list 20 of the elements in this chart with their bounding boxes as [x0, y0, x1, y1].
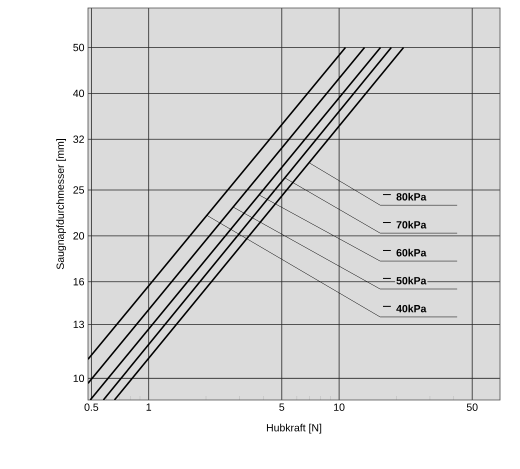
y-tick-label: 20: [73, 232, 84, 240]
annotation: 40kPa: [396, 304, 426, 312]
y-tick-label: 50: [73, 44, 84, 52]
x-tick-label: 50: [466, 404, 478, 411]
y-tick-label: 32: [73, 136, 84, 143]
annotation: 60kPa: [396, 248, 426, 256]
annotation: 50kPa: [396, 276, 426, 284]
y-tick-label: 10: [74, 374, 84, 382]
x-axis-title: Hubkraft [N]: [266, 424, 322, 434]
annotation: 70kPa: [396, 220, 426, 229]
x-tick-label: 1: [146, 404, 152, 411]
x-tick-label: 5: [279, 404, 284, 411]
x-tick-label: 0.5: [84, 404, 98, 411]
y-tick-label: 40: [73, 90, 84, 98]
annotation: 80kPa: [396, 192, 426, 201]
y-tick-label: 13: [74, 320, 84, 328]
y-axis-title: Saugnapfdurchmesser [mm]: [56, 139, 66, 270]
x-tick-label: 10: [334, 404, 345, 411]
y-tick-label: 16: [74, 278, 84, 286]
y-tick-label: 25: [73, 186, 84, 194]
